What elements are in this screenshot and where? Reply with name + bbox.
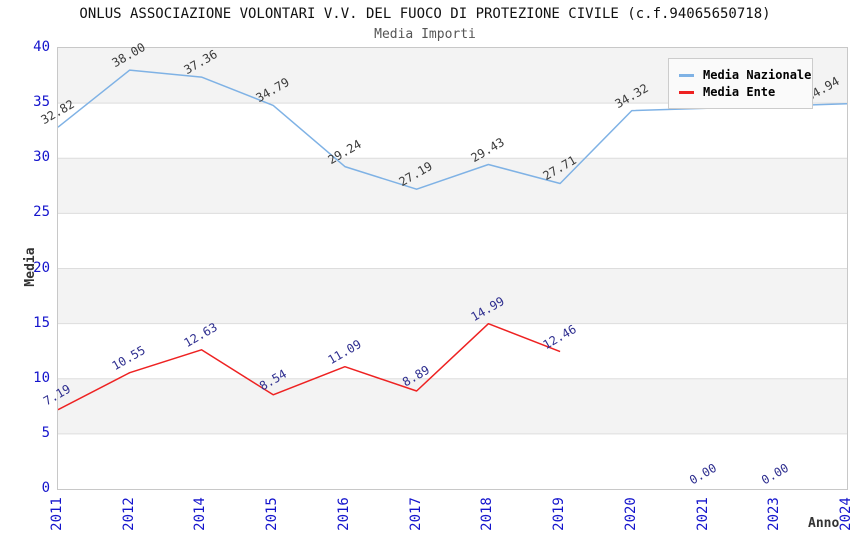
- x-tick-label: 2015: [264, 497, 281, 531]
- plot-band: [58, 378, 847, 434]
- plot-band: [58, 158, 847, 214]
- y-tick-label: 0: [41, 480, 50, 496]
- plot-area: [57, 47, 848, 490]
- legend: Media Nazionale Media Ente: [668, 58, 813, 109]
- y-tick-label: 40: [33, 39, 50, 55]
- x-tick-label: 2019: [551, 497, 568, 531]
- x-tick-label: 2023: [766, 497, 783, 531]
- x-tick-label: 2024: [838, 497, 850, 531]
- y-tick-label: 35: [33, 94, 50, 111]
- legend-label-nazionale: Media Nazionale: [703, 68, 812, 82]
- legend-label-ente: Media Ente: [703, 85, 776, 99]
- y-tick-label: 5: [41, 424, 50, 441]
- x-tick-label: 2018: [479, 497, 496, 531]
- x-tick-label: 2016: [335, 497, 352, 531]
- x-tick-label: 2012: [120, 497, 137, 531]
- x-tick-label: 2014: [192, 497, 209, 531]
- plot-band: [58, 213, 847, 269]
- series-line-1: [58, 322, 561, 411]
- x-axis-title: Anno: [808, 516, 840, 531]
- legend-item-nazionale[interactable]: Media Nazionale: [679, 67, 812, 83]
- plot-band: [58, 268, 847, 324]
- y-tick-label: 10: [33, 369, 50, 386]
- y-tick-label: 30: [33, 149, 50, 166]
- y-tick-label: 25: [33, 204, 50, 221]
- chart-canvas: [58, 48, 847, 489]
- y-tick-label: 20: [33, 259, 50, 276]
- y-tick-label: 15: [33, 314, 50, 331]
- x-tick-label: 2011: [49, 497, 65, 531]
- legend-swatch-ente-icon: [679, 90, 694, 94]
- chart-subtitle: Media Importi: [374, 27, 476, 42]
- x-tick-label: 2020: [622, 497, 639, 531]
- x-tick-label: 2017: [407, 497, 424, 531]
- plot-band: [58, 433, 847, 489]
- chart-title: ONLUS ASSOCIAZIONE VOLONTARI V.V. DEL FU…: [79, 6, 771, 22]
- x-tick-label: 2021: [694, 497, 711, 531]
- legend-swatch-nazionale-icon: [679, 73, 694, 77]
- plot-band: [58, 103, 847, 159]
- series-line-0: [58, 69, 847, 190]
- legend-item-ente[interactable]: Media Ente: [679, 84, 812, 100]
- plot-band: [58, 323, 847, 379]
